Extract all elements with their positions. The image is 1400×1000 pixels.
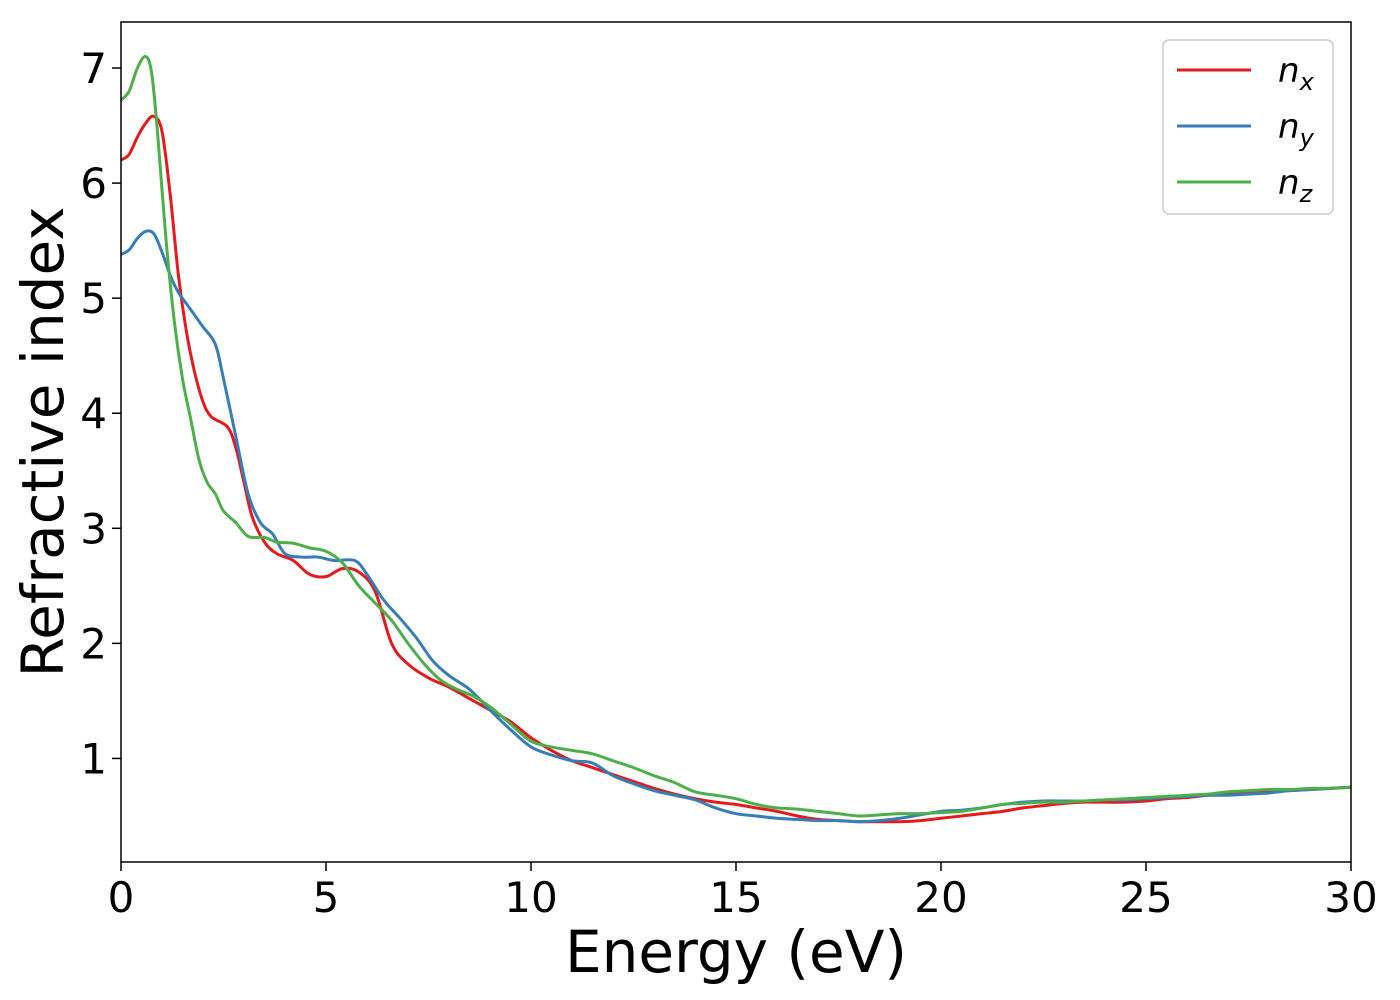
legend-label-base: n	[1278, 51, 1300, 91]
x-axis-label: Energy (eV)	[565, 918, 907, 986]
legend-label-subscript: z	[1299, 180, 1314, 208]
legend-label-base: n	[1278, 107, 1300, 147]
y-axis-label: Refractive index	[9, 206, 77, 677]
legend-label-ny: ny	[1278, 107, 1315, 152]
series-line-nz	[121, 55, 1351, 818]
y-tick-label: 2	[80, 619, 107, 668]
x-tick-label: 15	[709, 873, 762, 922]
series-layer	[121, 55, 1351, 824]
legend-label-subscript: y	[1299, 124, 1315, 152]
legend-label-nz: nz	[1278, 163, 1314, 208]
x-tick-label: 25	[1119, 873, 1172, 922]
y-tick-label: 7	[80, 44, 107, 93]
x-tick-label: 10	[504, 873, 557, 922]
x-tick-label: 30	[1324, 873, 1377, 922]
x-tick-label: 5	[313, 873, 340, 922]
y-tick-label: 6	[80, 159, 107, 208]
x-axis-ticks: 0 5 10 15 20 25 30	[108, 862, 1378, 922]
legend-label-base: n	[1278, 163, 1300, 203]
y-tick-label: 3	[80, 504, 107, 553]
legend-label-nx: nx	[1278, 51, 1315, 96]
y-tick-label: 5	[80, 274, 107, 323]
x-tick-label: 20	[914, 873, 967, 922]
y-tick-label: 1	[80, 734, 107, 783]
series-line-nx	[121, 114, 1351, 824]
legend-label-subscript: x	[1299, 68, 1315, 96]
x-tick-label: 0	[108, 873, 135, 922]
y-tick-label: 4	[80, 389, 107, 438]
y-axis-ticks: 1 2 3 4 5 6 7	[80, 44, 121, 783]
